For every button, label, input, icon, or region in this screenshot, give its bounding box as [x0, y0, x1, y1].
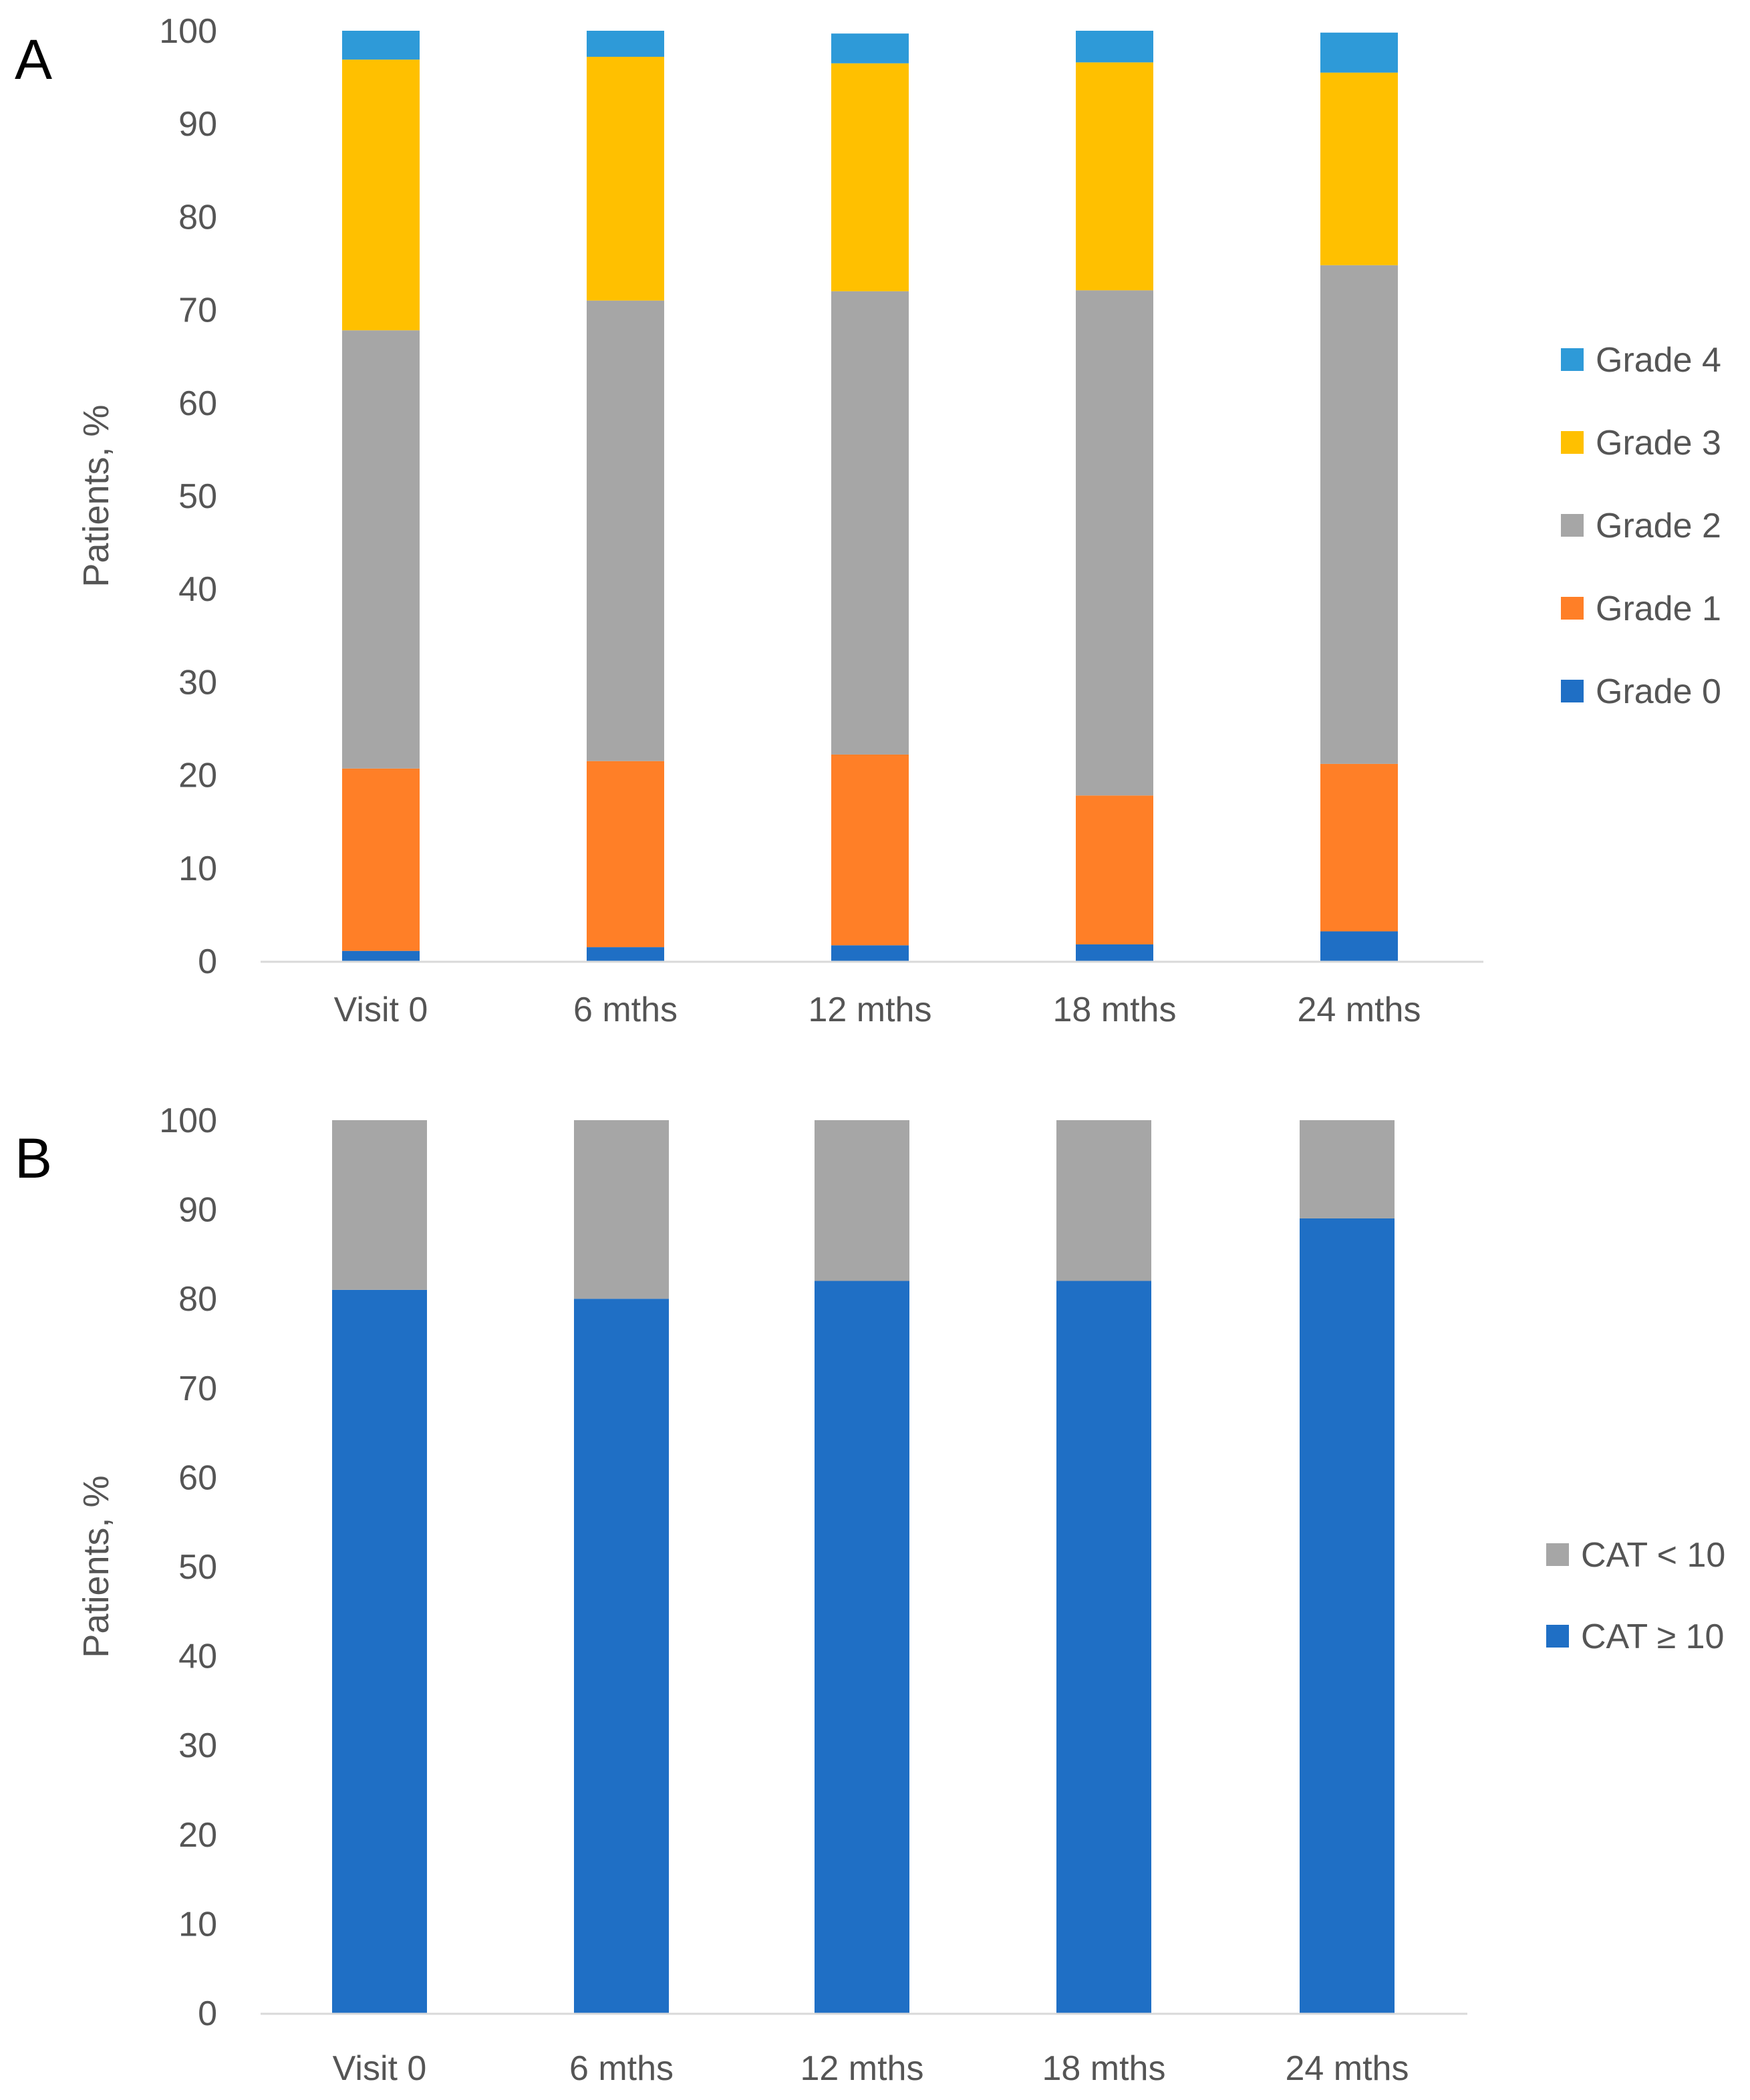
panel-b-bar-cat-lt-10-24-mths: [1300, 1120, 1395, 1218]
panel-a-bar-grade-4-18-mths: [1076, 31, 1153, 63]
panel-a-bar-grade-1-18-mths: [1076, 795, 1153, 944]
panel-a-legend-label-grade-0: Grade 0: [1596, 672, 1721, 711]
panel-a-legend-label-grade-3: Grade 3: [1596, 424, 1721, 463]
panel-b-bar-cat-lt-10-6-mths: [574, 1120, 669, 1299]
panel-b-bar-cat-ge-10-24-mths: [1300, 1218, 1395, 2013]
panel-a-bar-grade-4-visit-0: [342, 31, 420, 60]
panel-b-legend-swatch-cat-ge-10: [1546, 1625, 1569, 1648]
panel-a-y-axis-label: Patients, %: [76, 404, 116, 587]
panel-b-bar-cat-ge-10-6-mths: [574, 1299, 669, 2013]
panel-a-y-tick-label: 0: [198, 942, 217, 981]
panel-a-x-tick-label: 24 mths: [1298, 991, 1421, 1029]
panel-b-x-tick-label: 24 mths: [1286, 2049, 1409, 2088]
panel-a-bar-grade-1-6-mths: [587, 761, 664, 948]
panel-a-legend-swatch-grade-2: [1561, 514, 1584, 537]
panel-a-bar-grade-0-visit-0: [342, 950, 420, 961]
panel-b-x-tick-label: 12 mths: [800, 2049, 924, 2088]
panel-b-x-tick-label: 18 mths: [1042, 2049, 1166, 2088]
panel-b-y-tick-label: 10: [178, 1905, 217, 1944]
panel-a-bar-grade-3-18-mths: [1076, 62, 1153, 291]
panel-a-x-tick-label: Visit 0: [334, 991, 428, 1029]
panel-a-y-tick-label: 20: [178, 757, 217, 795]
panel-a-bar-grade-0-24-mths: [1320, 931, 1398, 961]
panel-b-y-tick-label: 90: [178, 1191, 217, 1230]
panel-a-bar-grade-0-12-mths: [831, 945, 909, 961]
panel-a-bar-grade-3-visit-0: [342, 59, 420, 331]
panel-a-bar-grade-4-6-mths: [587, 31, 664, 57]
panel-b-legend-swatch-cat-lt-10: [1546, 1543, 1569, 1566]
panel-b-y-axis-label: Patients, %: [76, 1475, 116, 1658]
panel-a-y-tick-label: 10: [178, 849, 217, 888]
chart-panel-a: A 0 10 20 30 40 50 60 70 80 90 100 Patients, % Visit …: [15, 12, 1721, 1029]
panel-a-letter: A: [15, 28, 52, 91]
panel-b-y-tick-label: 60: [178, 1458, 217, 1497]
panel-a-bar-grade-0-6-mths: [587, 947, 664, 961]
panel-b-x-tick-label: 6 mths: [569, 2049, 674, 2088]
panel-a-bar-grade-0-18-mths: [1076, 944, 1153, 961]
panel-b-bar-cat-ge-10-12-mths: [815, 1281, 909, 2013]
panel-a-bar-grade-2-12-mths: [831, 291, 909, 755]
panel-a-legend-swatch-grade-0: [1561, 680, 1584, 702]
panel-b-y-tick-label: 80: [178, 1280, 217, 1319]
panel-a-bar-grade-2-18-mths: [1076, 290, 1153, 796]
panel-b-bar-cat-lt-10-visit-0: [332, 1120, 427, 1290]
panel-a-bar-grade-1-24-mths: [1320, 763, 1398, 932]
panel-a-legend-swatch-grade-1: [1561, 597, 1584, 620]
panel-a-x-tick-label: 6 mths: [573, 991, 678, 1029]
panel-b-y-tick-label: 100: [159, 1101, 217, 1140]
panel-a-y-tick-label: 30: [178, 663, 217, 702]
panel-a-y-tick-label: 50: [178, 477, 217, 516]
panel-a-x-tick-label: 12 mths: [809, 991, 932, 1029]
panel-b-bar-cat-ge-10-18-mths: [1056, 1281, 1151, 2013]
panel-a-y-tick-label: 100: [159, 12, 217, 51]
panel-a-bar-grade-2-6-mths: [587, 300, 664, 761]
panel-a-legend-label-grade-2: Grade 2: [1596, 507, 1721, 545]
panel-b-y-tick-label: 40: [178, 1637, 217, 1676]
panel-a-y-tick-label: 40: [178, 570, 217, 609]
panel-a-bar-grade-3-24-mths: [1320, 72, 1398, 265]
panel-b-y-tick-label: 70: [178, 1369, 217, 1408]
panel-a-y-tick-label: 70: [178, 291, 217, 330]
panel-a-bar-grade-4-24-mths: [1320, 32, 1398, 73]
panel-a-bar-grade-2-visit-0: [342, 330, 420, 769]
panel-a-x-tick-label: 18 mths: [1053, 991, 1177, 1029]
panel-a-y-tick-label: 60: [178, 384, 217, 423]
panel-b-x-tick-label: Visit 0: [333, 2049, 427, 2088]
panel-a-y-tick-label: 80: [178, 198, 217, 237]
panel-a-bar-grade-3-12-mths: [831, 63, 909, 291]
panel-a-bar-grade-3-6-mths: [587, 56, 664, 301]
panel-a-bar-grade-1-visit-0: [342, 768, 420, 951]
panel-a-bar-grade-1-12-mths: [831, 754, 909, 946]
panel-b-y-tick-label: 30: [178, 1726, 217, 1765]
panel-a-legend-swatch-grade-4: [1561, 348, 1584, 371]
panel-b-legend-label-cat-ge-10: CAT ≥ 10: [1581, 1617, 1724, 1656]
panel-a-legend-swatch-grade-3: [1561, 431, 1584, 454]
panel-b-y-tick-label: 20: [178, 1816, 217, 1855]
panel-b-letter: B: [15, 1127, 52, 1190]
chart-panel-b: B 0 10 20 30 40 50 60 70 80 90 100 Patients, % Visit …: [15, 1101, 1725, 2088]
panel-a-legend-label-grade-4: Grade 4: [1596, 341, 1721, 380]
panel-b-legend-label-cat-lt-10: CAT < 10: [1581, 1536, 1725, 1575]
panel-a-y-tick-label: 90: [178, 105, 217, 144]
panel-b-bar-cat-lt-10-18-mths: [1056, 1120, 1151, 1281]
panel-b-y-tick-label: 0: [198, 1994, 217, 2033]
panel-b-y-tick-label: 50: [178, 1548, 217, 1587]
panel-b-bar-cat-lt-10-12-mths: [815, 1120, 909, 1281]
panel-a-bar-grade-4-12-mths: [831, 33, 909, 63]
panel-b-bar-cat-ge-10-visit-0: [332, 1289, 427, 2013]
panel-a-bar-grade-2-24-mths: [1320, 265, 1398, 764]
panel-a-legend-label-grade-1: Grade 1: [1596, 589, 1721, 628]
